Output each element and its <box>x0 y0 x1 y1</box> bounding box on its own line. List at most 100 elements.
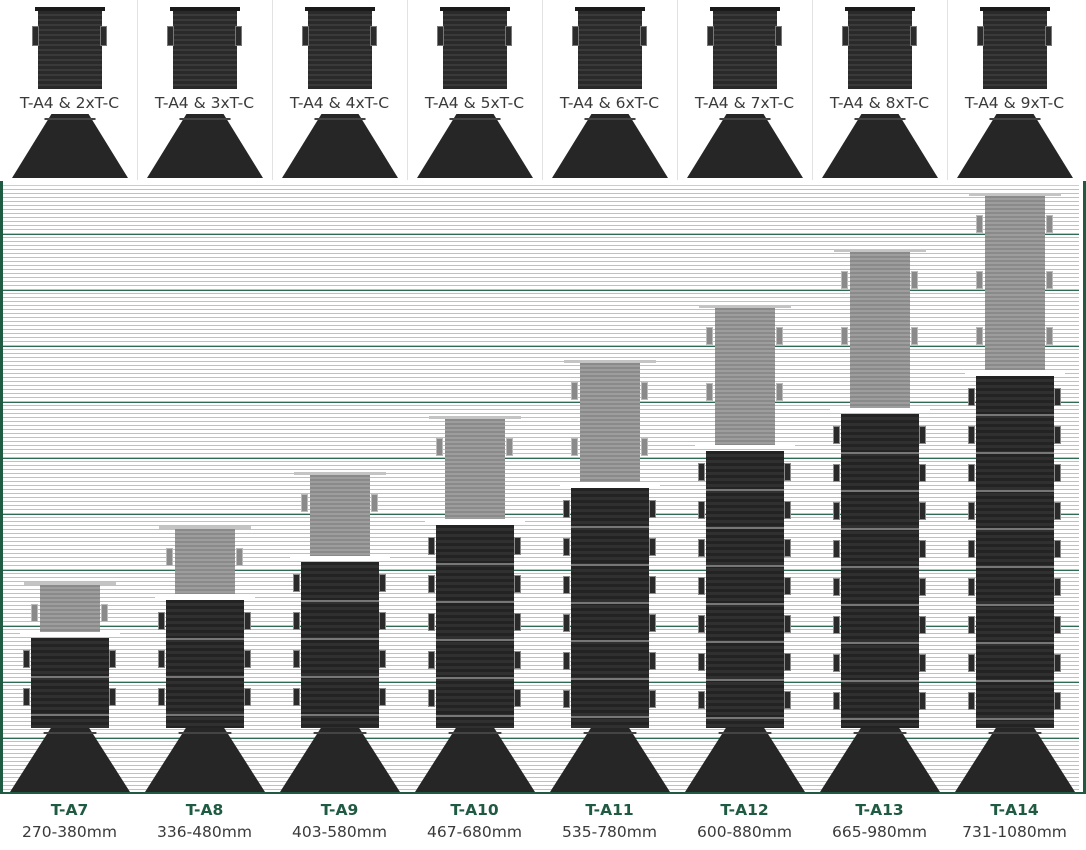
body-clip-right <box>649 538 656 556</box>
body-segment-joint <box>435 563 514 565</box>
body-clip-right <box>784 539 791 557</box>
body-segment-joint <box>975 490 1054 492</box>
lock-ring <box>154 594 255 598</box>
body-clip-right <box>784 577 791 595</box>
body-segment-joint <box>570 716 649 718</box>
body-clip-left <box>833 692 840 710</box>
pedestal-dark-body <box>705 451 784 728</box>
extension-grey-block <box>309 475 370 557</box>
kit-clip-right <box>235 26 242 46</box>
body-clip-right <box>784 463 791 481</box>
body-segment-joint <box>435 715 514 717</box>
extension-grey-block <box>39 585 100 633</box>
kit-adjuster-block <box>712 11 777 89</box>
extension-clip-right <box>641 438 648 456</box>
body-clip-right <box>514 575 521 593</box>
pedestal-name: T-A13 <box>855 801 904 819</box>
body-clip-right <box>379 688 386 706</box>
body-clip-left <box>833 540 840 558</box>
extension-clip-left <box>31 604 38 622</box>
body-clip-right <box>919 692 926 710</box>
pedestal-caption: T-A12 600-880mm <box>678 800 811 844</box>
body-segment-joint <box>975 680 1054 682</box>
component-kit-2: T-A4 & 3xT-C <box>138 0 271 180</box>
pedestal-base <box>954 728 1075 792</box>
body-clip-right <box>514 537 521 555</box>
column-separator <box>272 0 273 180</box>
extension-clip-right <box>371 494 378 512</box>
kit-base-shape <box>416 114 533 178</box>
body-segment-joint <box>300 676 379 678</box>
body-segment-joint <box>975 414 1054 416</box>
pedestal-caption: T-A9 403-580mm <box>273 800 406 844</box>
kit-clip-left <box>707 26 714 46</box>
body-clip-left <box>293 688 300 706</box>
kit-label: T-A4 & 2xT-C <box>19 94 120 112</box>
body-segment-joint <box>705 717 784 719</box>
pedestal-base-shape <box>144 728 265 792</box>
body-clip-right <box>109 650 116 668</box>
lock-ring <box>829 408 930 412</box>
pedestal-name: T-A9 <box>320 801 359 819</box>
body-clip-left <box>293 574 300 592</box>
pedestal-base-shape <box>279 728 400 792</box>
pedestal-height-range: 600-880mm <box>697 823 792 841</box>
extension-clip-left <box>436 438 443 456</box>
pedestal-base-shape <box>819 728 940 792</box>
kit-label: T-A4 & 9xT-C <box>964 94 1065 112</box>
column-separator <box>812 0 813 180</box>
body-segment-joint <box>705 527 784 529</box>
body-segment-joint <box>840 566 919 568</box>
gridline <box>3 290 1079 291</box>
body-clip-left <box>428 651 435 669</box>
pedestal-dark-body <box>435 525 514 728</box>
body-segment-joint <box>840 642 919 644</box>
kit-adjuster-block <box>307 11 372 89</box>
body-clip-right <box>1054 540 1061 558</box>
component-kit-4: T-A4 & 5xT-C <box>408 0 541 180</box>
extension-clip-left <box>841 271 848 289</box>
kit-clip-right <box>370 26 377 46</box>
pedestal-base <box>819 728 940 792</box>
body-clip-right <box>514 689 521 707</box>
pedestal-top-plate <box>833 249 926 252</box>
body-segment-joint <box>705 489 784 491</box>
kit-clip-left <box>167 26 174 46</box>
pedestal-base-shape <box>9 728 130 792</box>
kit-base-shape <box>146 114 263 178</box>
body-clip-right <box>919 464 926 482</box>
kit-base <box>821 114 938 178</box>
extension-clip-right <box>776 383 783 401</box>
kit-label: T-A4 & 5xT-C <box>424 94 525 112</box>
body-clip-left <box>698 691 705 709</box>
kit-top-cap <box>709 7 780 11</box>
pedestal-name: T-A12 <box>720 801 769 819</box>
body-clip-left <box>833 578 840 596</box>
pedestal-base-shape <box>549 728 670 792</box>
body-clip-left <box>563 576 570 594</box>
extension-grey-block <box>849 252 910 409</box>
pedestal-height-range: 665-980mm <box>832 823 927 841</box>
kit-base-shape <box>551 114 668 178</box>
body-clip-left <box>698 501 705 519</box>
kit-clip-left <box>302 26 309 46</box>
pedestal-height-range: 535-780mm <box>562 823 657 841</box>
pedestal-height-range: 731-1080mm <box>962 823 1067 841</box>
body-clip-left <box>293 650 300 668</box>
extension-grey-block <box>174 529 235 595</box>
column-separator <box>947 0 948 180</box>
kit-base <box>956 114 1073 178</box>
pedestal-t-a12 <box>678 0 811 792</box>
kit-clip-right <box>910 26 917 46</box>
kit-adjuster-block <box>577 11 642 89</box>
pedestal-base <box>9 728 130 792</box>
pedestal-name: T-A10 <box>450 801 499 819</box>
body-clip-right <box>109 688 116 706</box>
pedestal-base <box>414 728 535 792</box>
extension-clip-left <box>706 383 713 401</box>
kit-base-shape <box>11 114 128 178</box>
body-segment-joint <box>705 641 784 643</box>
kit-clip-left <box>572 26 579 46</box>
body-segment-joint <box>300 638 379 640</box>
body-clip-right <box>1054 616 1061 634</box>
